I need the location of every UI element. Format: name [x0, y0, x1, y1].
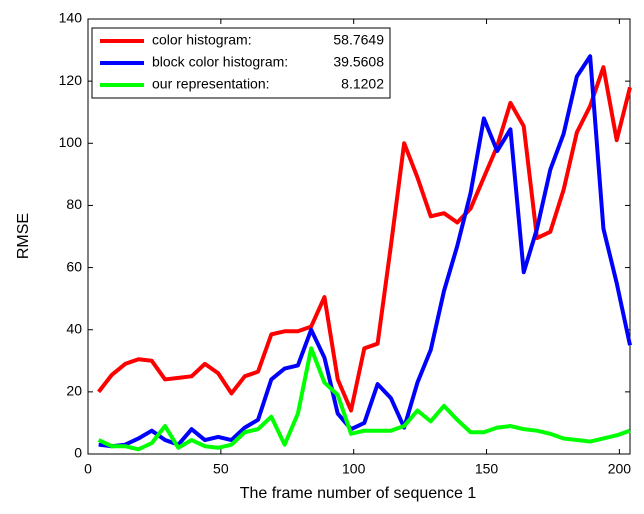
legend-value: 8.1202 — [341, 76, 384, 92]
x-tick-label: 100 — [342, 461, 366, 477]
series-line — [98, 54, 632, 449]
legend-value: 58.7649 — [333, 32, 384, 48]
y-tick-label: 60 — [66, 258, 82, 274]
legend-label: our representation: — [152, 76, 270, 92]
y-tick-label: 80 — [66, 196, 82, 212]
y-tick-label: 40 — [66, 320, 82, 336]
legend-label: color histogram: — [152, 32, 252, 48]
series-line — [97, 346, 631, 452]
legend-value: 39.5608 — [333, 54, 384, 70]
y-axis-label: RMSE — [15, 213, 32, 259]
y-tick-label: 100 — [59, 134, 83, 150]
x-tick-label: 150 — [475, 461, 499, 477]
x-tick-label: 200 — [608, 461, 632, 477]
y-tick-label: 0 — [74, 445, 82, 461]
y-tick-label: 20 — [66, 383, 82, 399]
series-line — [97, 65, 632, 413]
legend-label: block color histogram: — [152, 54, 288, 70]
x-tick-label: 0 — [84, 461, 92, 477]
y-tick-label: 140 — [59, 10, 83, 26]
y-tick-label: 120 — [59, 72, 83, 88]
x-tick-label: 50 — [213, 461, 229, 477]
x-axis-label: The frame number of sequence 1 — [240, 485, 477, 502]
